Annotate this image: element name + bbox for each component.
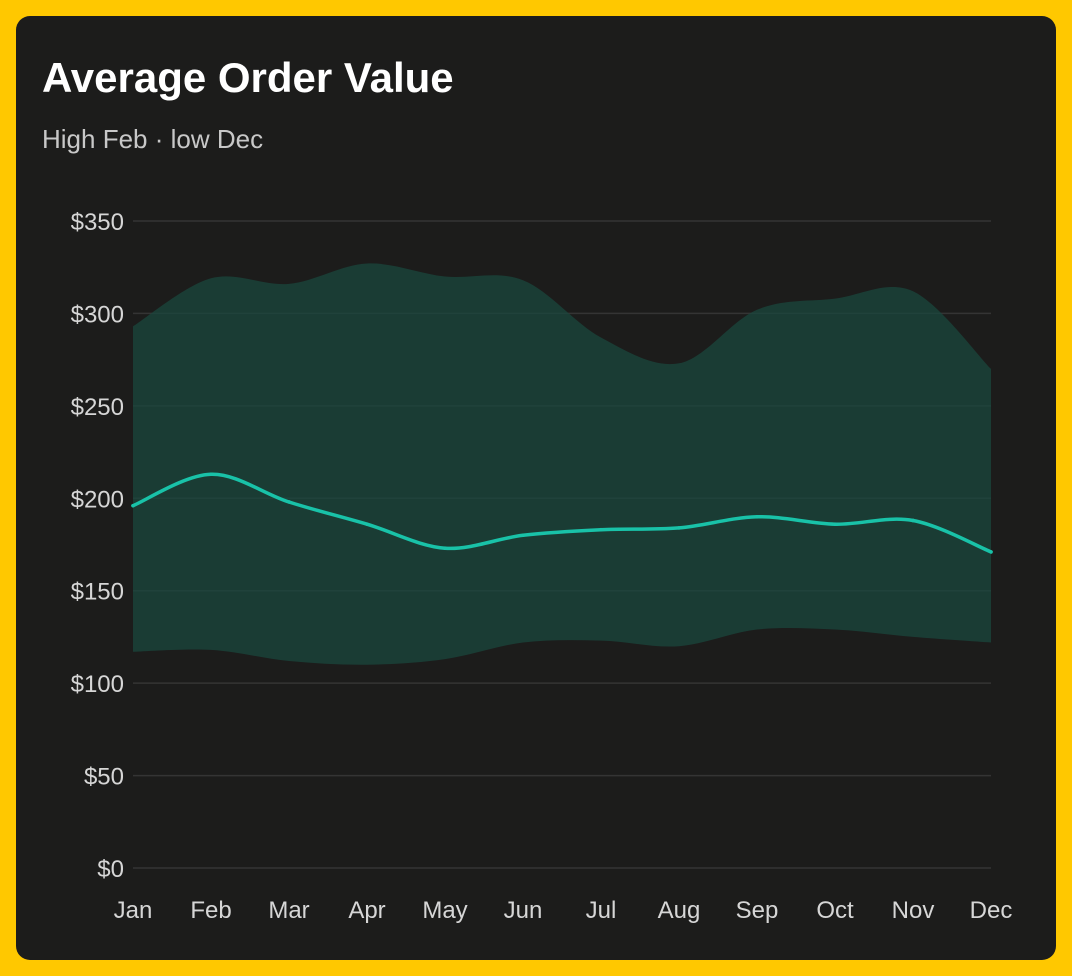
y-tick-label: $300 <box>71 301 124 328</box>
data-point <box>443 546 447 550</box>
x-tick-label: Oct <box>816 897 854 924</box>
data-point <box>287 500 291 504</box>
data-point <box>989 550 993 554</box>
data-point <box>131 503 135 508</box>
y-tick-label: $0 <box>97 856 124 883</box>
chart-title: Average Order Value <box>42 54 454 101</box>
y-tick-label: $50 <box>84 764 124 791</box>
data-point <box>521 533 525 538</box>
x-tick-label: May <box>422 897 467 924</box>
x-axis-ticks: Jan Feb Mar Apr May Jun Jul Aug Sep Oct Nov Dec <box>114 897 1013 924</box>
data-point <box>209 472 213 477</box>
data-point <box>833 522 837 526</box>
x-tick-label: Feb <box>190 897 231 924</box>
data-point <box>365 522 369 526</box>
data-point <box>755 514 759 519</box>
data-point <box>677 526 681 530</box>
data-point <box>599 527 603 532</box>
x-tick-label: Mar <box>268 897 309 924</box>
x-tick-label: Nov <box>892 897 935 924</box>
chart-card: Average Order Value High Feb · low Dec $… <box>16 16 1056 960</box>
line-chart: $0 $50 $100 $150 $200 $250 $300 $350 Jan Feb Mar A… <box>71 209 1013 924</box>
x-tick-label: Sep <box>736 897 779 924</box>
x-tick-label: Aug <box>658 897 701 924</box>
series-line-layer <box>131 472 993 554</box>
range-band-layer <box>133 263 991 665</box>
y-axis-ticks: $0 $50 $100 $150 $200 $250 $300 $350 <box>71 209 124 883</box>
y-tick-label: $250 <box>71 394 124 421</box>
x-tick-label: Jan <box>114 897 153 924</box>
data-point <box>911 518 915 523</box>
series-line <box>131 472 993 554</box>
y-tick-label: $350 <box>71 209 124 236</box>
chart-subtitle: High Feb · low Dec <box>42 124 264 154</box>
y-tick-label: $150 <box>71 579 124 606</box>
x-tick-label: Jun <box>504 897 543 924</box>
range-band <box>133 263 991 665</box>
y-tick-label: $200 <box>71 486 124 513</box>
y-tick-label: $100 <box>71 671 124 698</box>
x-tick-label: Jul <box>586 897 617 924</box>
x-tick-label: Apr <box>348 897 385 924</box>
x-tick-label: Dec <box>970 897 1013 924</box>
